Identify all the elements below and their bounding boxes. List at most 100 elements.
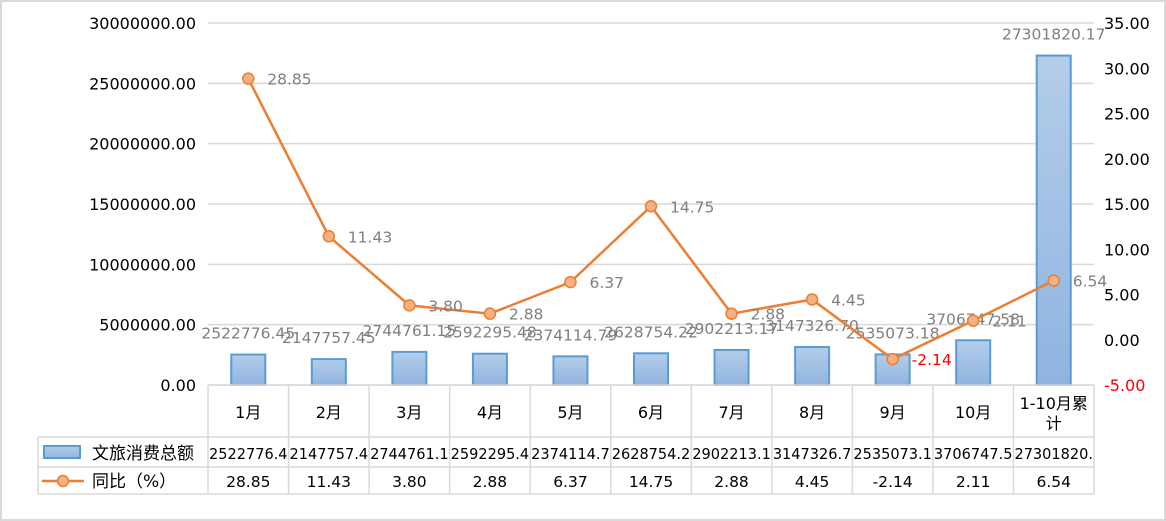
line-marker [242, 72, 255, 85]
left-axis-tick: 5000000.00 [99, 316, 196, 335]
bar [391, 350, 428, 386]
line-marker [322, 230, 336, 243]
table-cell: 2902213.1 [692, 445, 771, 463]
right-axis-tick: 15.00 [1104, 195, 1150, 214]
bar [1035, 54, 1072, 386]
line-data-label: 28.85 [267, 71, 311, 89]
line-marker [725, 307, 738, 320]
right-axis-tick: 30.00 [1104, 59, 1150, 78]
line-data-label: 2.88 [751, 306, 786, 324]
legend-marker-icon [56, 474, 70, 488]
bar-data-label: 2902213.17 [685, 320, 779, 338]
bar [230, 353, 267, 387]
table-cell: 27301820. [1014, 445, 1093, 463]
category-label: 2月 [316, 403, 342, 422]
right-axis-tick: 35.00 [1104, 14, 1150, 33]
bar-data-label: 2535073.18 [846, 324, 940, 342]
left-axis: 30000000.00 25000000.00 20000000.00 1500000… [89, 14, 196, 395]
right-axis: 35.00 30.00 25.00 20.00 15.00 10.00 5.00 0.00 -5… [1104, 14, 1150, 395]
bar [310, 358, 347, 387]
bar-data-labels: 2522776.452147757.452744761.152592295.48… [201, 26, 1105, 348]
category-label: 3月 [396, 403, 422, 422]
left-axis-tick: 0.00 [160, 376, 196, 395]
bar-data-label: 2374114.79 [524, 326, 618, 344]
left-axis-tick: 25000000.00 [89, 74, 196, 93]
line-data-label: 2.11 [992, 313, 1027, 331]
line-data-label: -2.14 [912, 351, 952, 369]
table-cell: 11.43 [307, 473, 351, 491]
left-axis-tick: 30000000.00 [89, 14, 196, 33]
bar-data-label: 2147757.45 [282, 329, 376, 347]
left-axis-tick: 10000000.00 [89, 255, 196, 274]
category-label: 4月 [477, 403, 503, 422]
line-marker [483, 307, 497, 320]
table-cell: 14.75 [629, 473, 673, 491]
category-label: 10月 [955, 403, 991, 422]
table-cell: 2.88 [473, 473, 508, 491]
category-label: 1月 [235, 403, 261, 422]
category-label: 计 [1046, 414, 1062, 433]
line-data-label: 6.54 [1073, 273, 1108, 291]
category-label: 8月 [799, 403, 825, 422]
table-cell: 2628754.2 [612, 445, 691, 463]
bar-data-label: 2592295.48 [443, 324, 537, 342]
line-marker [1047, 274, 1060, 287]
bar-data-label: 27301820.17 [1002, 26, 1106, 44]
table-cell: 2147757.4 [290, 445, 369, 463]
bar-data-label: 2628754.22 [604, 323, 698, 341]
line-data-label: 11.43 [348, 228, 392, 246]
table-cell: 2744761.1 [370, 445, 449, 463]
table-cell: 2522776.4 [209, 445, 288, 463]
category-label: 9月 [880, 403, 906, 422]
table-cell: 3147326.7 [773, 445, 852, 463]
table-cell: 2.11 [956, 473, 991, 491]
line-data-label: 6.37 [589, 274, 624, 292]
table-cell: 4.45 [795, 473, 830, 491]
category-label: 7月 [718, 403, 744, 422]
legend-bar-label: 文旅消费总额 [92, 444, 194, 464]
line-marker [403, 299, 416, 312]
line-series [242, 72, 1060, 366]
left-axis-tick: 20000000.00 [89, 135, 196, 154]
left-axis-tick: 15000000.00 [89, 195, 196, 214]
line-marker [886, 352, 899, 366]
bar [713, 348, 750, 386]
bar-data-label: 2522776.45 [201, 325, 295, 343]
table-cell: 28.85 [226, 473, 270, 491]
line-data-labels: 28.85 11.43 3.80 2.88 6.37 14.75 2.88 4.45 -2.14… [267, 71, 1107, 369]
line-data-label: 4.45 [831, 291, 866, 309]
line-marker [966, 314, 980, 327]
bar-series [230, 54, 1072, 387]
legend-line-label: 同比（%） [92, 472, 176, 492]
category-label: 6月 [638, 403, 664, 422]
table-cell: -2.14 [873, 473, 913, 491]
bar [794, 346, 831, 386]
right-axis-tick: 20.00 [1104, 150, 1150, 169]
table-cell: 3706747.5 [934, 445, 1013, 463]
bar-data-label: 2744761.15 [363, 322, 457, 340]
category-label: 1-10月累 [1020, 394, 1088, 413]
right-axis-tick: 10.00 [1104, 240, 1150, 259]
right-axis-tick: -5.00 [1104, 376, 1145, 395]
line-marker [564, 275, 577, 289]
line-data-label: 2.88 [509, 306, 544, 324]
bar [633, 352, 669, 386]
bar-data-label: 3147326.70 [765, 317, 859, 335]
legend-bar-swatch-icon [43, 445, 81, 459]
line-data-label: 3.80 [428, 297, 463, 315]
table-cell: 2592295.4 [451, 445, 530, 463]
bar [471, 352, 508, 386]
bar [955, 339, 992, 386]
table-cell: 3.80 [392, 473, 427, 491]
table-cell: 6.54 [1036, 473, 1071, 491]
right-axis-tick: 0.00 [1104, 331, 1140, 350]
line-marker [644, 200, 658, 213]
table-cell: 2374114.7 [531, 445, 610, 463]
table-cell: 6.37 [553, 473, 588, 491]
category-label: 5月 [557, 403, 583, 422]
right-axis-tick: 5.00 [1104, 286, 1140, 305]
line-data-label: 14.75 [670, 198, 714, 216]
table-cell: 2535073.1 [853, 445, 932, 463]
